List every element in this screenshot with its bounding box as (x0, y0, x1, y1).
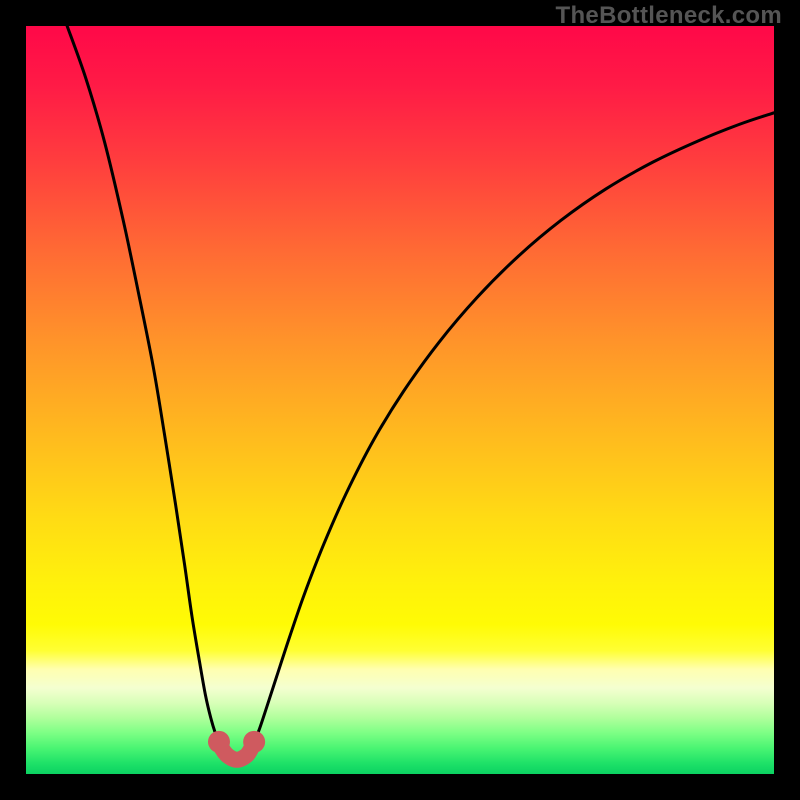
u-endpoint-right (243, 731, 265, 753)
chart-svg (0, 0, 800, 800)
u-endpoint-left (208, 731, 230, 753)
watermark-text: TheBottleneck.com (556, 2, 782, 30)
chart-frame: TheBottleneck.com (0, 0, 800, 800)
